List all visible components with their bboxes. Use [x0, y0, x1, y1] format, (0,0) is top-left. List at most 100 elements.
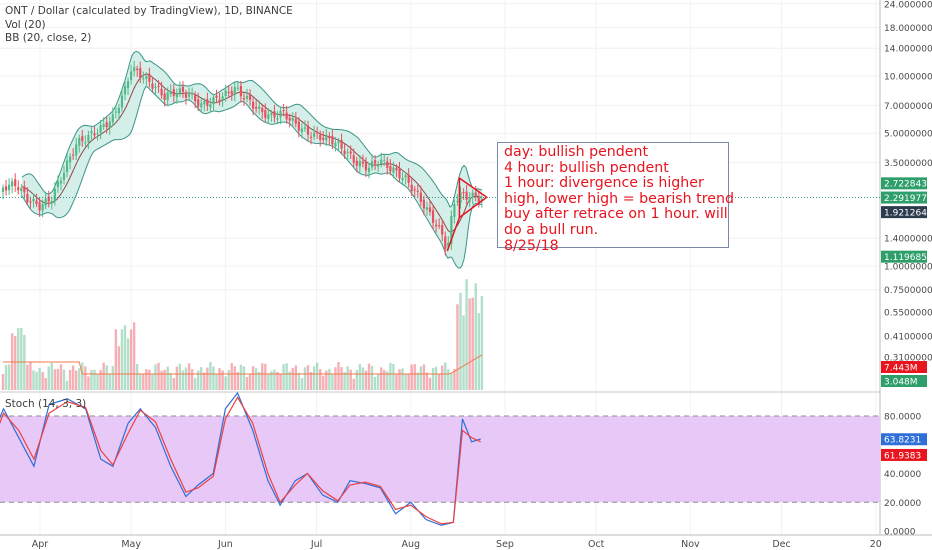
candle-body	[285, 112, 288, 120]
volume-bar	[343, 372, 346, 390]
candle-body	[35, 200, 38, 204]
volume-bar	[398, 369, 401, 390]
candle-body	[358, 160, 361, 167]
candle-body	[47, 196, 50, 202]
candle-body	[313, 132, 316, 137]
volume-bar	[294, 365, 297, 390]
candle-body	[370, 161, 374, 168]
candle-body	[99, 125, 102, 133]
annotation-line: do a bull run.	[504, 221, 599, 238]
time-tick-label: Jul	[310, 539, 322, 550]
candle-body	[194, 95, 197, 102]
annotation-line: buy after retrace on 1 hour. will	[504, 206, 728, 223]
volume-bar	[47, 366, 50, 390]
price-badges: 2.72284314 2.29197725 1.92126426 1.11968538…	[881, 177, 932, 461]
badge-label: 2.72284314	[884, 180, 932, 190]
time-axis[interactable]: Apr May Jun Jul Aug Sep Oct Nov Dec 20	[32, 539, 882, 550]
volume-bar	[273, 369, 276, 390]
candle-body	[160, 88, 163, 96]
volume-bar	[105, 365, 108, 390]
candle-body	[453, 203, 456, 217]
candle-body	[319, 134, 322, 140]
candle-body	[56, 181, 59, 188]
candle-body	[410, 184, 413, 192]
volume-bar	[401, 368, 404, 390]
candle-body	[197, 99, 200, 107]
candle-body	[395, 167, 398, 171]
candle-body	[203, 101, 206, 105]
volume-bar	[203, 372, 206, 390]
bollinger-bands	[21, 50, 483, 269]
candle-body	[425, 207, 429, 210]
candle-body	[175, 93, 178, 98]
candle-body	[435, 224, 438, 227]
badge-bg	[881, 191, 927, 204]
candle-body	[93, 133, 96, 136]
candle-body	[148, 73, 151, 82]
candle-body	[267, 114, 270, 119]
volume-bar	[172, 378, 175, 390]
volume-bar	[230, 363, 233, 390]
volume-bar	[462, 315, 465, 390]
volume-bar	[218, 368, 221, 390]
volume-bar	[206, 367, 209, 390]
candle-body	[407, 174, 410, 183]
volume-bar	[395, 373, 398, 390]
volume-bar	[114, 329, 118, 390]
volume-tick-label: 0.31000000	[884, 354, 932, 364]
candle-body	[230, 90, 233, 95]
candle-body	[480, 198, 483, 201]
volume-bar	[376, 373, 380, 390]
candle-body	[111, 114, 114, 123]
candle-body	[65, 160, 69, 173]
volume-bar	[96, 373, 99, 390]
drawing-triangle[interactable]	[0, 176, 880, 252]
volume-bar	[117, 346, 121, 390]
volume-bar	[456, 304, 459, 390]
time-tick-label: May	[121, 539, 141, 550]
text-annotation[interactable]: day: bullish pendent 4 hour: bullish pen…	[497, 142, 734, 253]
annotation-line: 4 hour: bullish pendent	[504, 159, 669, 176]
stoch-tick-label: 80.0000	[884, 413, 921, 423]
candle-body	[389, 165, 392, 172]
volume-bar	[4, 365, 8, 390]
volume-bar	[200, 367, 203, 390]
badge-label: 61.9383	[884, 451, 921, 461]
candle-body	[187, 94, 191, 97]
main-legend[interactable]: ONT / Dollar (calculated by TradingView)…	[5, 5, 293, 17]
time-tick-label: Dec	[772, 539, 790, 550]
candle-body	[456, 200, 459, 202]
candle-body	[133, 67, 136, 72]
volume-bar	[181, 370, 185, 390]
volume-bar	[267, 373, 270, 390]
candle-body	[59, 180, 63, 184]
candle-body	[178, 88, 181, 94]
bb-legend[interactable]: BB (20, close, 2)	[5, 32, 92, 44]
volume-bar	[282, 364, 285, 390]
stoch-tick-label: 0.0000	[884, 528, 916, 538]
volume-bar	[413, 364, 416, 390]
candle-body	[209, 104, 212, 108]
volume-bar	[239, 364, 243, 390]
bb-upper-line	[21, 50, 483, 208]
candle-body	[212, 97, 215, 105]
stoch-legend[interactable]: Stoch (14, 3, 3)	[5, 398, 87, 410]
candle-body	[17, 187, 20, 191]
candle-body	[38, 202, 41, 211]
triangle-leg	[446, 217, 461, 252]
volume-bars	[1, 279, 484, 390]
candle-body	[14, 179, 17, 187]
candle-body	[224, 90, 227, 97]
candle-body	[380, 159, 383, 165]
volume-bar	[300, 378, 304, 390]
candle-body	[401, 178, 404, 181]
volume-legend[interactable]: Vol (20)	[5, 19, 46, 31]
volume-bar	[227, 369, 230, 390]
candle-body	[352, 155, 355, 163]
volume-bar	[84, 366, 87, 390]
candle-body	[294, 118, 297, 124]
volume-bar	[251, 366, 255, 390]
badge-label: 1.11968538	[884, 253, 932, 263]
